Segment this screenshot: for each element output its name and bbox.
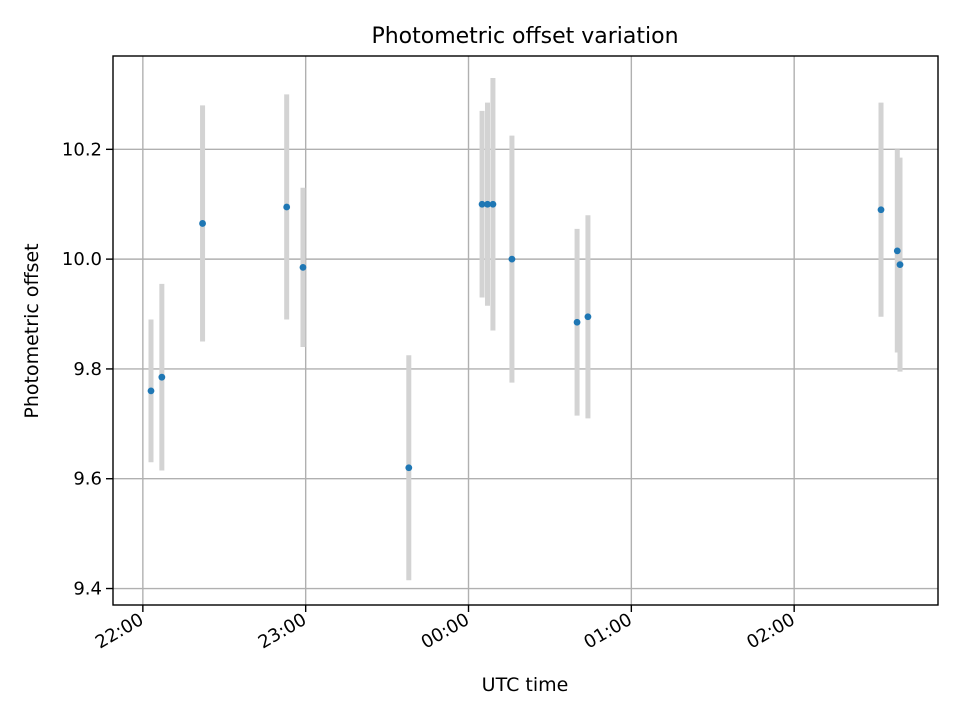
data-point [877, 206, 885, 214]
data-point [405, 464, 413, 472]
grid-lines [113, 56, 938, 605]
x-tick-label: 23:00 [255, 609, 310, 653]
data-points [147, 200, 904, 472]
data-point [299, 263, 307, 271]
data-point [484, 200, 491, 208]
x-tick-label: 22:00 [92, 609, 147, 653]
data-point [158, 373, 166, 381]
x-tick-label: 01:00 [580, 609, 635, 653]
data-point [199, 220, 206, 227]
y-tick-label: 9.6 [73, 469, 102, 490]
x-axis-label: UTC time [482, 674, 569, 696]
plot-frame [112, 55, 939, 606]
data-point [573, 318, 581, 326]
y-axis-label: Photometric offset [21, 243, 43, 418]
y-tick-label: 9.8 [73, 359, 102, 380]
x-tick-label: 00:00 [418, 609, 473, 653]
y-tick-labels: 9.4 9.6 9.8 10.0 10.2 [62, 139, 102, 599]
data-point [283, 203, 291, 211]
error-bars [148, 77, 903, 581]
x-tick-label: 02:00 [743, 609, 798, 653]
x-tick-labels: 22:00 23:00 00:00 01:00 02:00 [92, 609, 799, 653]
y-tick-label: 10.0 [62, 249, 102, 270]
data-point [893, 247, 901, 255]
y-tick-label: 10.2 [62, 139, 102, 160]
data-point [896, 261, 904, 269]
chart-title: Photometric offset variation [371, 24, 678, 49]
data-point [478, 200, 486, 208]
data-point [147, 387, 155, 395]
y-tick-label: 9.4 [73, 579, 102, 600]
data-point [508, 255, 516, 263]
data-point [584, 313, 592, 321]
axis-ticks [106, 148, 795, 612]
data-point [489, 200, 497, 208]
